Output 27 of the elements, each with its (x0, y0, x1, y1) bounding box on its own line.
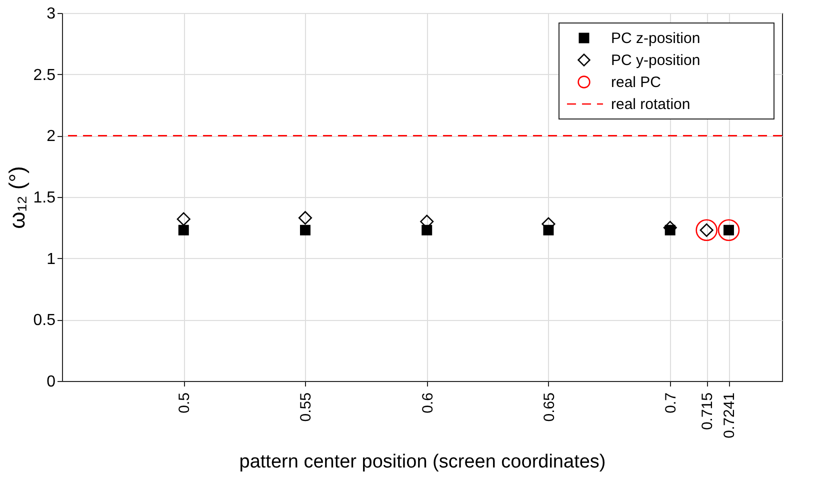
point (178, 224, 189, 236)
legend-label: PC y-position (611, 52, 700, 69)
x-tick-label: 0.5 (176, 392, 194, 414)
y-tick-label: 0 (46, 374, 56, 390)
point (696, 219, 718, 241)
x-tick-label: 0.7 (662, 392, 680, 414)
point (300, 224, 310, 236)
x-tick-label: 0.7241 (721, 392, 738, 438)
x-tick-label: 0.55 (298, 392, 315, 422)
y-tick-label: 3 (46, 6, 56, 22)
x-tick-label: 0.715 (699, 392, 716, 430)
point (176, 212, 190, 226)
legend-label: real PC (611, 74, 662, 91)
point (422, 224, 432, 236)
legend-label: PC z-position (611, 30, 700, 47)
point (298, 211, 312, 225)
point (718, 219, 740, 241)
x-tick-label: 0.6 (419, 392, 436, 414)
y-axis-title: ω₁₂ (°) (4, 166, 30, 229)
y-tick-label: 1.5 (33, 190, 56, 206)
y-tick-label: 2 (46, 128, 56, 146)
y-tick-label: 2.5 (33, 66, 56, 84)
x-tick-label: 0.65 (540, 392, 558, 422)
x-axis-title: pattern center position (screen coordinates) (239, 451, 606, 472)
y-tick-label: 0.5 (33, 312, 56, 330)
legend-label: real rotation (611, 96, 690, 113)
y-tick-label: 1 (46, 250, 56, 268)
